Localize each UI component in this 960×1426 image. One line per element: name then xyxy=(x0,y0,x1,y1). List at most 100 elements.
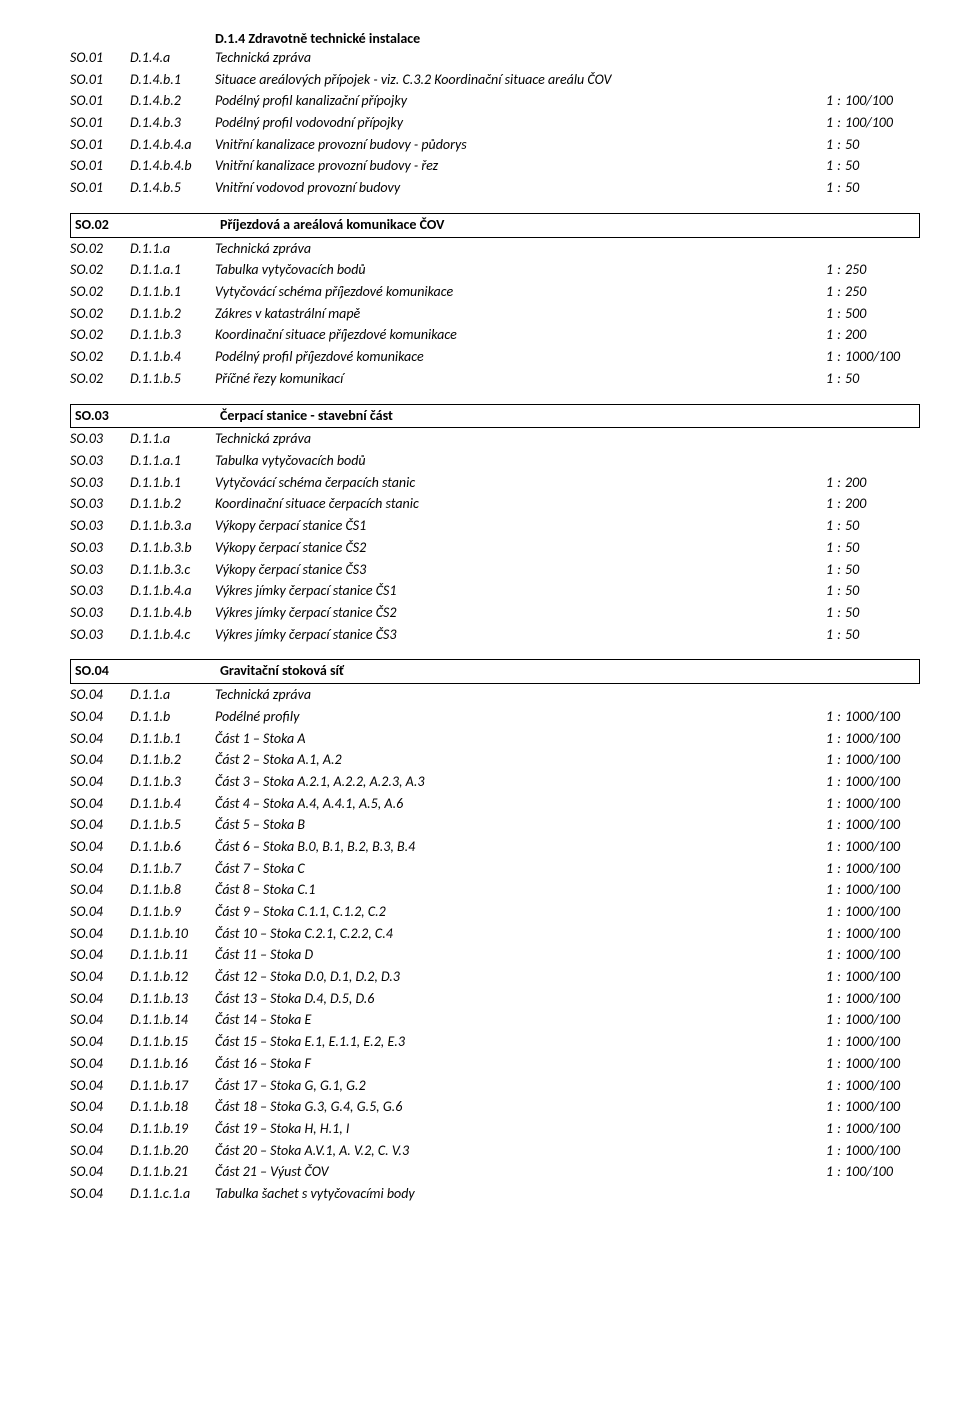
col-scale-den: 50 xyxy=(845,537,920,559)
col-code: SO.02 xyxy=(70,259,130,281)
col-code: SO.01 xyxy=(70,69,130,91)
col-desc: Výkres jímky čerpací stanice ČS2 xyxy=(215,602,813,624)
col-scale-num: 1 xyxy=(813,1031,833,1053)
col-code: SO.04 xyxy=(70,1140,130,1162)
col-code: SO.04 xyxy=(70,814,130,836)
col-scale-den: 250 xyxy=(845,281,920,303)
col-ref: D.1.4.b.4.a xyxy=(130,134,215,156)
table-row: SO.02D.1.1.b.1Vytyčovácí schéma příjezdo… xyxy=(70,281,920,303)
col-scale-sep: : xyxy=(833,602,845,624)
col-code: SO.01 xyxy=(70,90,130,112)
table-row: SO.04D.1.1.b.21Část 21 – Výust ČOV1:100/… xyxy=(70,1161,920,1183)
table-row: SO.02D.1.1.b.4Podélný profil příjezdové … xyxy=(70,346,920,368)
table-row: SO.04D.1.1.b.11Část 11 – Stoka D1:1000/1… xyxy=(70,944,920,966)
col-desc: Technická zpráva xyxy=(215,238,813,260)
col-scale-sep: : xyxy=(833,324,845,346)
col-desc: Část 15 – Stoka E.1, E.1.1, E.2, E.3 xyxy=(215,1031,813,1053)
col-scale-num: 1 xyxy=(813,1009,833,1031)
col-scale-num: 1 xyxy=(813,602,833,624)
table-row: SO.04D.1.1.b.6Část 6 – Stoka B.0, B.1, B… xyxy=(70,836,920,858)
col-scale-den: 1000/100 xyxy=(845,1140,920,1162)
col-scale-den: 1000/100 xyxy=(845,346,920,368)
col-scale-den: 1000/100 xyxy=(845,706,920,728)
col-desc: Tabulka šachet s vytyčovacími body xyxy=(215,1183,813,1205)
col-scale-sep: : xyxy=(833,281,845,303)
col-ref: D.1.4.b.1 xyxy=(130,69,215,91)
col-code: SO.04 xyxy=(70,706,130,728)
col-desc: Část 8 – Stoka C.1 xyxy=(215,879,813,901)
col-ref: D.1.1.b.3 xyxy=(130,324,215,346)
section-name: Gravitační stoková síť xyxy=(220,662,915,681)
table-row: SO.03D.1.1.b.4.aVýkres jímky čerpací sta… xyxy=(70,580,920,602)
col-scale-sep: : xyxy=(833,988,845,1010)
col-scale-num: 1 xyxy=(813,324,833,346)
col-scale-sep: : xyxy=(833,134,845,156)
table-row: SO.03D.1.1.b.1Vytyčovácí schéma čerpacíc… xyxy=(70,472,920,494)
col-ref: D.1.1.b.2 xyxy=(130,749,215,771)
col-ref: D.1.1.b.1 xyxy=(130,472,215,494)
group-so02: SO.02D.1.1.aTechnická zprávaSO.02D.1.1.a… xyxy=(70,238,920,390)
section-header-so02: SO.02 Příjezdová a areálová komunikace Č… xyxy=(70,213,920,238)
col-scale-num: 1 xyxy=(813,879,833,901)
table-row: SO.04D.1.1.c.1.aTabulka šachet s vytyčov… xyxy=(70,1183,920,1205)
table-row: SO.04D.1.1.b.12Část 12 – Stoka D.0, D.1,… xyxy=(70,966,920,988)
col-desc: Část 16 – Stoka F xyxy=(215,1053,813,1075)
col-scale-sep: : xyxy=(833,559,845,581)
col-ref: D.1.1.b.2 xyxy=(130,493,215,515)
col-scale-den: 1000/100 xyxy=(845,1118,920,1140)
table-row: SO.04D.1.1.b.10Část 10 – Stoka C.2.1, C.… xyxy=(70,923,920,945)
col-code: SO.03 xyxy=(70,580,130,602)
table-row: SO.04D.1.1.b.15Část 15 – Stoka E.1, E.1.… xyxy=(70,1031,920,1053)
col-desc: Výkopy čerpací stanice ČS1 xyxy=(215,515,813,537)
col-code: SO.03 xyxy=(70,602,130,624)
col-scale-num: 1 xyxy=(813,1096,833,1118)
col-code: SO.04 xyxy=(70,858,130,880)
col-scale-sep: : xyxy=(833,90,845,112)
col-scale-num: 1 xyxy=(813,728,833,750)
col-code: SO.03 xyxy=(70,493,130,515)
col-desc: Tabulka vytyčovacích bodů xyxy=(215,259,813,281)
section-name: Čerpací stanice - stavební část xyxy=(220,407,915,426)
col-ref: D.1.1.c.1.a xyxy=(130,1183,215,1205)
col-scale-sep: : xyxy=(833,858,845,880)
table-row: SO.04D.1.1.b.3Část 3 – Stoka A.2.1, A.2.… xyxy=(70,771,920,793)
col-desc: Koordinační situace čerpacích stanic xyxy=(215,493,813,515)
col-scale-num: 1 xyxy=(813,1161,833,1183)
col-scale-sep: : xyxy=(833,112,845,134)
col-desc: Část 11 – Stoka D xyxy=(215,944,813,966)
col-ref: D.1.1.b.11 xyxy=(130,944,215,966)
col-ref: D.1.1.b.10 xyxy=(130,923,215,945)
section-name: Příjezdová a areálová komunikace ČOV xyxy=(220,216,915,235)
table-row: SO.04D.1.1.bPodélné profily1:1000/100 xyxy=(70,706,920,728)
table-row: SO.04D.1.1.aTechnická zpráva xyxy=(70,684,920,706)
col-ref: D.1.1.b.13 xyxy=(130,988,215,1010)
col-ref: D.1.4.b.5 xyxy=(130,177,215,199)
col-scale-sep: : xyxy=(833,1031,845,1053)
col-desc: Výkopy čerpací stanice ČS3 xyxy=(215,559,813,581)
col-scale-den: 100/100 xyxy=(845,90,920,112)
section-title-d14: D.1.4 Zdravotně technické instalace xyxy=(215,30,920,47)
table-row: SO.04D.1.1.b.7Část 7 – Stoka C1:1000/100 xyxy=(70,858,920,880)
col-ref: D.1.1.b.3.b xyxy=(130,537,215,559)
col-scale-num: 1 xyxy=(813,90,833,112)
col-scale-num: 1 xyxy=(813,559,833,581)
group-so04: SO.04D.1.1.aTechnická zprávaSO.04D.1.1.b… xyxy=(70,684,920,1205)
col-ref: D.1.1.b xyxy=(130,706,215,728)
col-scale-den: 50 xyxy=(845,602,920,624)
col-scale-sep: : xyxy=(833,155,845,177)
col-code: SO.04 xyxy=(70,1183,130,1205)
col-scale-sep: : xyxy=(833,923,845,945)
col-scale-den: 200 xyxy=(845,324,920,346)
col-code: SO.02 xyxy=(70,303,130,325)
col-scale-den: 1000/100 xyxy=(845,1096,920,1118)
col-code: SO.03 xyxy=(70,537,130,559)
col-scale-den: 1000/100 xyxy=(845,1053,920,1075)
col-scale-num: 1 xyxy=(813,793,833,815)
table-row: SO.04D.1.1.b.19Část 19 – Stoka H, H.1, I… xyxy=(70,1118,920,1140)
col-scale-den: 50 xyxy=(845,580,920,602)
col-scale-sep: : xyxy=(833,624,845,646)
table-row: SO.04D.1.1.b.1Část 1 – Stoka A1:1000/100 xyxy=(70,728,920,750)
col-code: SO.04 xyxy=(70,1118,130,1140)
col-scale-sep: : xyxy=(833,303,845,325)
col-ref: D.1.1.b.12 xyxy=(130,966,215,988)
